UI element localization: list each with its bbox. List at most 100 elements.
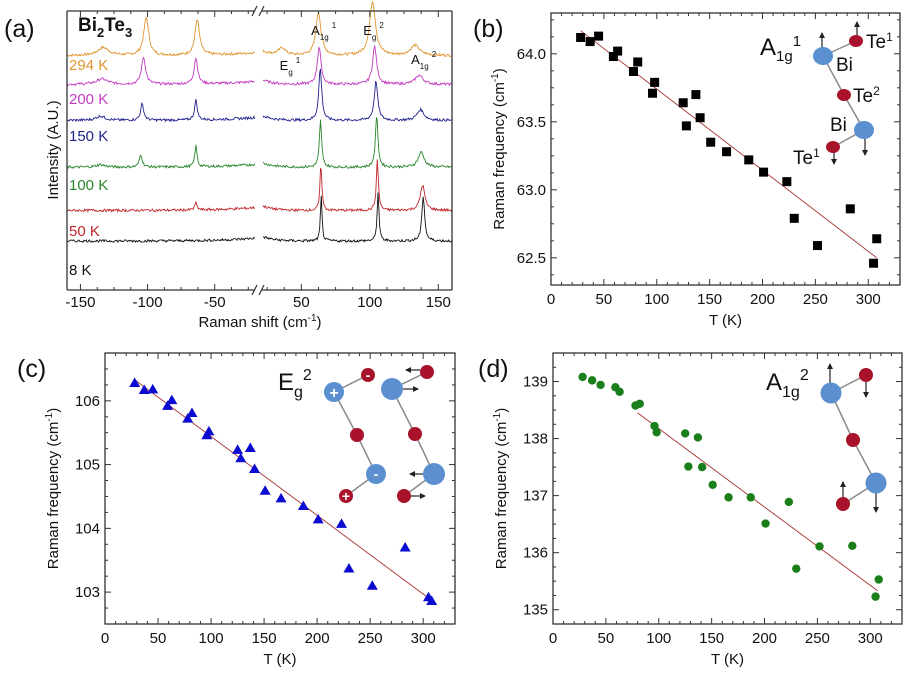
data-point-square [613, 46, 623, 56]
data-point-circle [693, 433, 703, 442]
y-tick-label: 137 [523, 488, 548, 505]
x-tick-label: 0 [547, 291, 555, 308]
data-point-triangle [186, 407, 198, 417]
data-point-triangle [426, 595, 438, 606]
x-tick-label: 200 [752, 630, 777, 647]
mode-annotation-eg1: Eg1 [280, 56, 301, 77]
x-tick-label: -50 [204, 294, 226, 311]
panel-d-a1g2-scatter: (d) 0 50 100 150 200 250 300 135 136 137 138 139 T (… [478, 352, 903, 668]
minus-sign: - [374, 466, 379, 482]
mode-label-b: A1g1 [760, 33, 801, 65]
data-point-square [633, 57, 643, 67]
x-tick-label: 200 [305, 630, 330, 647]
bi-atom [324, 382, 344, 402]
data-point-square [691, 90, 701, 100]
data-point-triangle [166, 394, 178, 405]
x-axis-title-a: Raman shift (cm-1) [198, 313, 321, 331]
x-tick-label: -150 [65, 294, 95, 311]
atom-label-bi: Bi [830, 115, 847, 136]
panel-label-a: (a) [4, 15, 35, 43]
x-axis-title: T (K) [711, 651, 744, 668]
x-tick-label: 50 [293, 294, 310, 311]
atom-label-te1: Te1 [866, 30, 893, 53]
spectrum-line-50k [262, 159, 453, 213]
atom-label-te1: Te1 [793, 146, 820, 169]
x-tick-label: 50 [596, 291, 613, 308]
spectrum-line-50k [66, 201, 256, 213]
temperature-label: 294 K [69, 57, 108, 74]
atom-diagram-b: Te1 Bi Te2 Bi Te1 [793, 21, 893, 169]
te-atom [408, 427, 422, 441]
data-point-circle [871, 592, 880, 601]
y-tick-label: 63.5 [517, 114, 546, 131]
spectrum-line-8k [66, 236, 256, 244]
spectrum-line-294k [262, 0, 453, 58]
x-tick-label: 200 [750, 291, 775, 308]
spectrum-line-200k [66, 56, 255, 87]
y-tick-label: 135 [523, 602, 548, 619]
axis-break-mark [258, 5, 265, 17]
te-atom [350, 428, 364, 442]
te-atom [836, 497, 850, 511]
data-point-square [695, 113, 705, 123]
mode-annotations: Eg1 A1g1 Eg2 A1g2 [280, 21, 437, 77]
data-point-square [744, 155, 754, 165]
x-tick-label: 150 [426, 294, 451, 311]
mode-label-c: Eg2 [278, 367, 312, 401]
te-atom [339, 489, 353, 503]
data-point-circle [784, 497, 794, 507]
atom-diagram-c: + - - + [324, 365, 445, 504]
bi-atom [423, 463, 445, 485]
plot-frame-a [66, 5, 453, 296]
linear-fit-line [637, 412, 878, 592]
bi-atom [381, 378, 403, 400]
x-tick-label: 150 [697, 291, 722, 308]
te-atom [397, 489, 411, 503]
data-point-circle [815, 542, 824, 551]
data-point-square [706, 137, 716, 147]
data-point-circle [680, 429, 690, 438]
x-tick-label: 0 [101, 630, 109, 647]
mode-annotation-a1g2: A1g2 [411, 50, 437, 71]
bi-atom [820, 382, 842, 404]
bi-atom [865, 472, 887, 494]
data-point-square [608, 52, 618, 62]
y-tick-label: 63.0 [517, 182, 546, 199]
temperature-label: 100 K [69, 177, 108, 194]
y-tick-label: 138 [523, 431, 548, 448]
data-point-square [845, 204, 855, 214]
axis-break-mark [251, 5, 258, 17]
panel-label-d: (d) [478, 355, 509, 383]
data-point-square [648, 88, 658, 98]
x-tick-label: 50 [598, 630, 615, 647]
y-tick-label: 105 [75, 457, 100, 474]
data-point-square [759, 167, 769, 177]
minus-sign: - [366, 367, 371, 383]
plot-frame [550, 12, 901, 286]
x-tick-label: 300 [411, 630, 436, 647]
x-tick-label: 250 [803, 291, 828, 308]
temperature-label: 8 K [69, 262, 92, 279]
data-point-square [576, 32, 586, 42]
spectrum-line-8k [262, 192, 453, 243]
x-axis-title: T (K) [263, 651, 296, 668]
linear-fit-line [134, 379, 432, 601]
temperature-label: 200 K [69, 91, 108, 108]
data-point-circle [848, 541, 857, 551]
panel-b-a1g1-scatter: (b) 0 50 100 150 200 250 300 62.5 63.0 63.5 64.0 T … [473, 12, 901, 329]
y-axis-title: Raman frequency (cm-1) [44, 408, 62, 569]
mode-annotation-a1g1: A1g1 [311, 21, 337, 42]
data-point-circle [746, 493, 755, 502]
atom-label-bi: Bi [836, 55, 853, 76]
te-atom [361, 368, 375, 382]
data-point-circle [587, 376, 597, 385]
data-point-circle [635, 399, 644, 408]
data-point-circle [761, 519, 770, 528]
bi-atom [366, 464, 386, 484]
data-point-circle [792, 564, 801, 573]
data-point-square [813, 241, 823, 251]
temperature-labels: 294 K 200 K 150 K 100 K 50 K 8 K [69, 57, 108, 279]
x-tick-label: 100 [646, 630, 671, 647]
data-point-square [628, 66, 638, 76]
